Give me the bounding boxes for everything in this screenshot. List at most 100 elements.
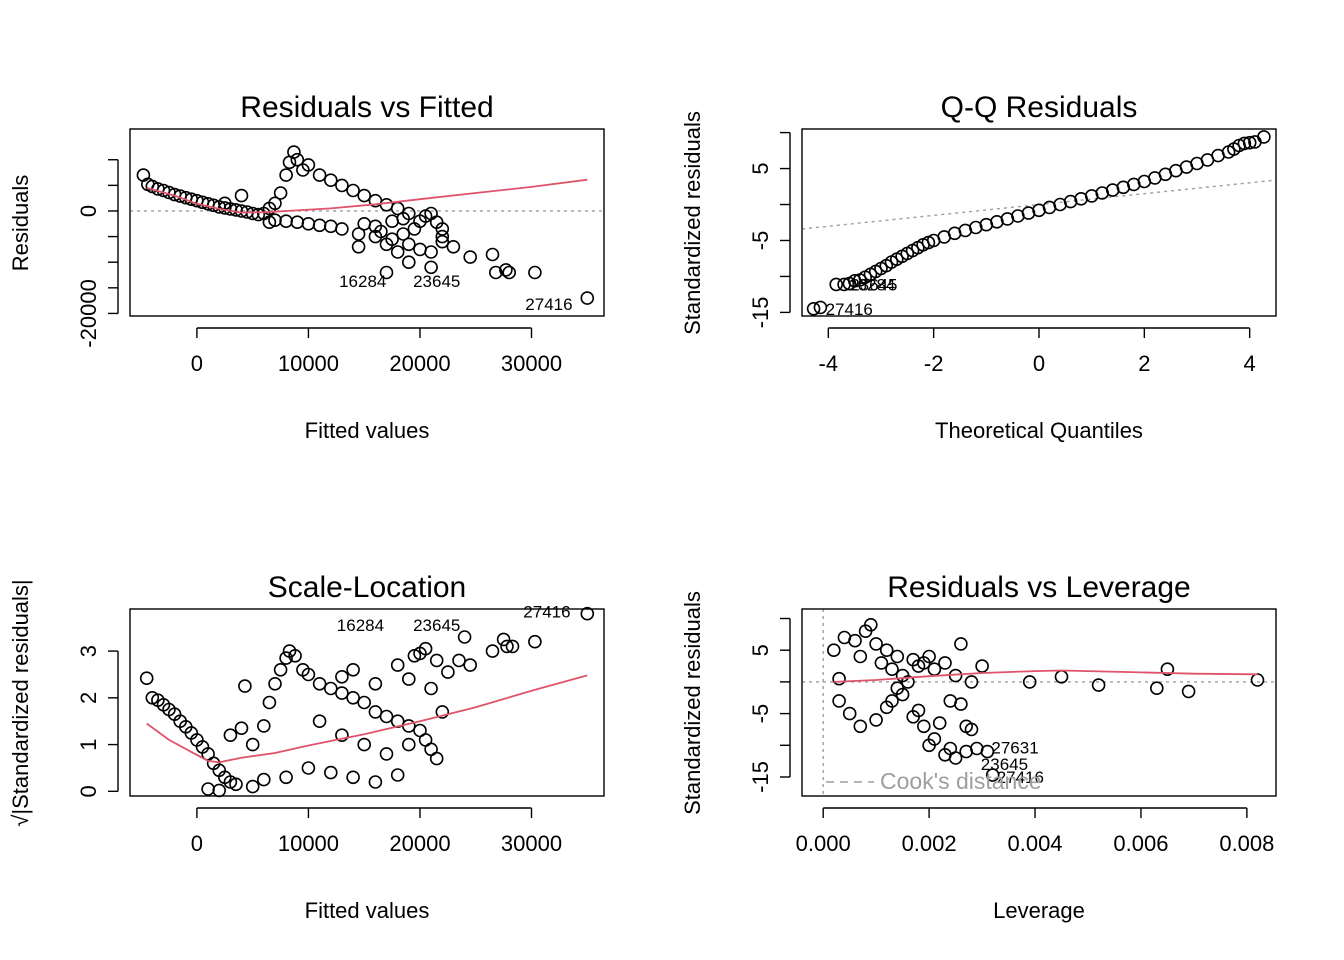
x-axis-label: Leverage: [993, 898, 1085, 923]
data-point: [463, 658, 478, 672]
data-point: [1181, 684, 1196, 699]
data-point: [312, 714, 327, 729]
data-point: [312, 168, 327, 182]
data-point: [485, 247, 500, 262]
data-point: [357, 695, 372, 710]
data-point: [964, 722, 979, 737]
data-point: [301, 761, 316, 775]
data-point: [390, 658, 405, 672]
data-point: [885, 662, 899, 677]
data-point: [273, 662, 288, 677]
plot-title: Residuals vs Leverage: [887, 571, 1191, 604]
data-point: [368, 775, 383, 789]
data-point: [832, 694, 846, 708]
qq-residuals-plot: Q-Q Residuals Theoretical Quantiles Stan…: [680, 91, 1277, 443]
y-tick-label: 0: [76, 785, 101, 797]
data-point: [346, 690, 360, 705]
data-point: [357, 737, 372, 752]
data-point: [435, 222, 450, 236]
point-label: 27416: [523, 603, 570, 622]
data-point: [488, 265, 503, 280]
x-tick-label: 4: [1244, 351, 1256, 376]
plot-title: Q-Q Residuals: [941, 91, 1138, 124]
data-point: [279, 770, 293, 785]
x-tick-label: 0.004: [1007, 831, 1062, 856]
residuals-vs-fitted-plot: Residuals vs Fitted Fitted values Residu…: [8, 91, 605, 443]
data-point: [368, 676, 383, 691]
x-tick-label: -4: [819, 351, 839, 376]
data-point: [234, 188, 249, 203]
x-tick-label: 20000: [389, 351, 450, 376]
y-tick-label: 2: [76, 692, 101, 704]
plot-title: Residuals vs Fitted: [240, 91, 493, 124]
x-tick-label: 2: [1138, 351, 1150, 376]
point-label: 23645: [981, 755, 1028, 774]
data-point: [346, 770, 360, 785]
data-point: [832, 671, 846, 686]
x-tick-label: 0: [1033, 351, 1045, 376]
y-axis-label: √|Standardized residuals|: [8, 579, 33, 826]
point-label: 27416: [826, 300, 873, 319]
y-tick-label: 5: [748, 644, 773, 656]
point-label: 16284: [848, 275, 895, 294]
data-point: [413, 242, 427, 257]
data-point: [256, 719, 271, 733]
data-point: [268, 196, 282, 211]
data-point: [346, 662, 360, 677]
data-point: [848, 633, 862, 648]
data-point: [312, 218, 327, 233]
data-point: [301, 667, 316, 682]
data-point: [401, 672, 416, 686]
data-point: [985, 768, 1000, 782]
y-tick-label: -15: [748, 761, 773, 793]
data-point: [229, 777, 243, 792]
data-point: [869, 713, 883, 727]
point-label: 16284: [339, 272, 386, 291]
data-point: [528, 634, 542, 649]
data-point: [279, 168, 293, 182]
data-point: [312, 676, 327, 691]
x-tick-label: 0.006: [1113, 831, 1168, 856]
plot-frame: [801, 128, 1277, 317]
data-point: [256, 772, 271, 787]
data-point: [502, 265, 517, 280]
x-axis-label: Fitted values: [305, 418, 430, 443]
data-point: [424, 260, 438, 275]
data-point: [245, 779, 260, 794]
data-point: [452, 653, 466, 668]
legend-label: Cook's distance: [880, 768, 1042, 794]
data-point: [385, 214, 399, 228]
x-axis-label: Theoretical Quantiles: [935, 418, 1143, 443]
data-point: [980, 744, 995, 759]
x-tick-label: 30000: [501, 351, 562, 376]
data-point: [885, 694, 899, 708]
data-point: [201, 782, 215, 796]
data-point: [379, 237, 394, 252]
data-point: [323, 173, 338, 187]
point-label: 27416: [525, 295, 572, 314]
y-tick-label: -5: [748, 704, 773, 724]
data-point: [424, 681, 438, 696]
data-point: [499, 263, 513, 277]
data-point: [401, 255, 416, 270]
residuals-vs-leverage-plot: Residuals vs Leverage Leverage Standardi…: [680, 571, 1277, 923]
scale-location-plot: Scale-Location Fitted values √|Standardi…: [8, 571, 605, 923]
data-point: [1250, 673, 1265, 687]
data-point: [435, 229, 450, 244]
data-point: [139, 671, 154, 686]
data-point: [346, 183, 360, 198]
data-point: [335, 222, 349, 236]
point-label: 27631: [991, 739, 1038, 758]
data-point: [441, 665, 455, 679]
data-point: [457, 630, 472, 644]
data-point: [505, 639, 520, 654]
x-tick-label: 0: [191, 351, 203, 376]
y-axis-label: Standardized residuals: [680, 111, 705, 335]
data-point: [279, 651, 293, 665]
data-point: [1160, 662, 1175, 677]
x-tick-label: 0.000: [796, 831, 851, 856]
data-point: [262, 215, 277, 229]
plot-title: Scale-Location: [268, 571, 466, 604]
data-point: [916, 719, 931, 734]
